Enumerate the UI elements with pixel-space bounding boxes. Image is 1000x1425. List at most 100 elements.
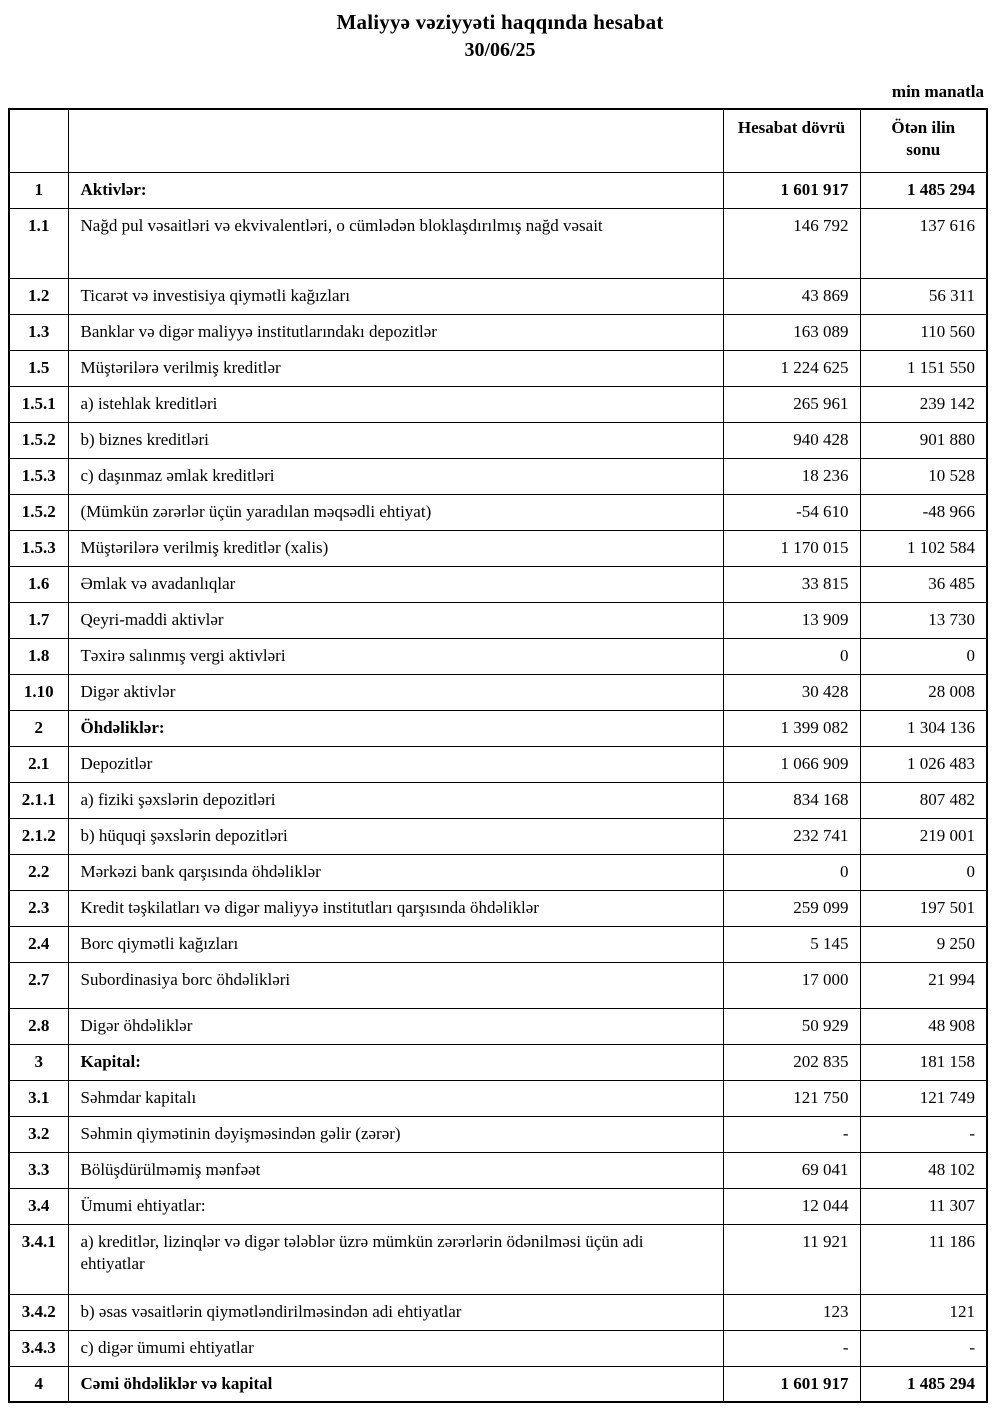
row-value-current-period: 834 168	[722, 781, 861, 819]
row-value-current-period: 18 236	[722, 457, 861, 495]
row-value-previous-year-end: 13 730	[859, 601, 988, 639]
row-value-previous-year-end: 48 102	[859, 1151, 988, 1189]
row-number: 2.1.1	[8, 781, 69, 819]
row-label: c) digər ümumi ehtiyatlar	[67, 1329, 724, 1367]
row-number: 3.4.1	[8, 1223, 69, 1295]
row-value-current-period: 1 601 917	[722, 1365, 861, 1403]
row-number: 1.10	[8, 673, 69, 711]
row-value-previous-year-end: 137 616	[859, 207, 988, 279]
row-number: 3	[8, 1043, 69, 1081]
row-value-current-period: 123	[722, 1293, 861, 1331]
row-number: 1.5.2	[8, 421, 69, 459]
row-number: 2.7	[8, 961, 69, 1009]
row-value-previous-year-end: 181 158	[859, 1043, 988, 1081]
row-number: 2.8	[8, 1007, 69, 1045]
header-cell-number	[8, 108, 69, 173]
row-value-previous-year-end: 110 560	[859, 313, 988, 351]
table-row: 1.6 Əmlak və avadanlıqlar 33 815 36 485	[8, 565, 988, 603]
row-number: 2	[8, 709, 69, 747]
row-number: 3.4.3	[8, 1329, 69, 1367]
row-value-previous-year-end: 0	[859, 853, 988, 891]
row-label: Qeyri-maddi aktivlər	[67, 601, 724, 639]
row-value-previous-year-end: 10 528	[859, 457, 988, 495]
row-value-current-period: 17 000	[722, 961, 861, 1009]
row-value-current-period: 43 869	[722, 277, 861, 315]
row-label: c) daşınmaz əmlak kreditləri	[67, 457, 724, 495]
row-value-current-period: 33 815	[722, 565, 861, 603]
row-label: Əmlak və avadanlıqlar	[67, 565, 724, 603]
row-value-current-period: 121 750	[722, 1079, 861, 1117]
row-value-current-period: 202 835	[722, 1043, 861, 1081]
row-label: b) əsas vəsaitlərin qiymətləndirilməsind…	[67, 1293, 724, 1331]
row-value-current-period: 30 428	[722, 673, 861, 711]
unit-note: min manatla	[891, 82, 984, 101]
row-value-previous-year-end: 1 151 550	[859, 349, 988, 387]
row-value-previous-year-end: 121 749	[859, 1079, 988, 1117]
page-title: Maliyyə vəziyyəti haqqında hesabat	[336, 10, 664, 34]
table-row: 3.4 Ümumi ehtiyatlar: 12 044 11 307	[8, 1187, 988, 1225]
row-value-current-period: 69 041	[722, 1151, 861, 1189]
row-value-previous-year-end: 56 311	[859, 277, 988, 315]
table-row: 1.1 Nağd pul vəsaitləri və ekvivalentləri…	[8, 207, 988, 279]
row-value-previous-year-end: -48 966	[859, 493, 988, 531]
row-label: Müştərilərə verilmiş kreditlər (xalis)	[67, 529, 724, 567]
row-value-previous-year-end: 1 485 294	[859, 1365, 988, 1403]
row-value-previous-year-end: 21 994	[859, 961, 988, 1009]
row-label: Öhdəliklər:	[67, 709, 724, 747]
table-row: 1.7 Qeyri-maddi aktivlər 13 909 13 730	[8, 601, 988, 639]
row-value-previous-year-end: 121	[859, 1293, 988, 1331]
row-value-current-period: 259 099	[722, 889, 861, 927]
row-value-previous-year-end: 219 001	[859, 817, 988, 855]
row-label: a) kreditlər, lizinqlər və digər tələblə…	[67, 1223, 724, 1295]
row-label: Depozitlər	[67, 745, 724, 783]
row-value-current-period: 1 170 015	[722, 529, 861, 567]
row-number: 3.2	[8, 1115, 69, 1153]
table-row: 1.5 Müştərilərə verilmiş kreditlər 1 224 6…	[8, 349, 988, 387]
row-label: Səhmin qiymətinin dəyişməsindən gəlir (z…	[67, 1115, 724, 1153]
row-label: Banklar və digər maliyyə institutlarında…	[67, 313, 724, 351]
table-row: 2.8 Digər öhdəliklər 50 929 48 908	[8, 1007, 988, 1045]
row-value-previous-year-end: 1 026 483	[859, 745, 988, 783]
row-label: Kapital:	[67, 1043, 724, 1081]
table-row: 2.1.1 a) fiziki şəxslərin depozitləri 834 …	[8, 781, 988, 819]
row-value-current-period: 1 224 625	[722, 349, 861, 387]
row-label: Digər öhdəliklər	[67, 1007, 724, 1045]
row-value-current-period: 1 066 909	[722, 745, 861, 783]
table-row: 1 Aktivlər: 1 601 917 1 485 294	[8, 171, 988, 209]
table-row: 1.3 Banklar və digər maliyyə institutları…	[8, 313, 988, 351]
row-label: b) biznes kreditləri	[67, 421, 724, 459]
row-value-current-period: 163 089	[722, 313, 861, 351]
row-label: Ümumi ehtiyatlar:	[67, 1187, 724, 1225]
row-number: 1.8	[8, 637, 69, 675]
row-value-previous-year-end: 0	[859, 637, 988, 675]
row-value-previous-year-end: 1 304 136	[859, 709, 988, 747]
table-row: 1.10 Digər aktivlər 30 428 28 008	[8, 673, 988, 711]
row-label: Subordinasiya borc öhdəlikləri	[67, 961, 724, 1009]
table-row: 3.4.3 c) digər ümumi ehtiyatlar - -	[8, 1329, 988, 1367]
row-value-current-period: 1 399 082	[722, 709, 861, 747]
row-number: 1.5.1	[8, 385, 69, 423]
row-value-previous-year-end: 11 307	[859, 1187, 988, 1225]
row-number: 3.3	[8, 1151, 69, 1189]
table-row: 3.2 Səhmin qiymətinin dəyişməsindən gəlir…	[8, 1115, 988, 1153]
table-row: 4 Cəmi öhdəliklər və kapital 1 601 917 1 48…	[8, 1365, 988, 1403]
row-label: a) fiziki şəxslərin depozitləri	[67, 781, 724, 819]
row-label: b) hüquqi şəxslərin depozitləri	[67, 817, 724, 855]
row-label: (Mümkün zərərlər üçün yaradılan məqsədli…	[67, 493, 724, 531]
table-header-row: Hesabat dövrü Ötən ilin sonu	[8, 108, 988, 173]
row-number: 1.5.2	[8, 493, 69, 531]
table-row: 3.4.2 b) əsas vəsaitlərin qiymətləndirilm…	[8, 1293, 988, 1331]
row-value-current-period: 940 428	[722, 421, 861, 459]
row-value-current-period: 232 741	[722, 817, 861, 855]
table-row: 1.5.3 Müştərilərə verilmiş kreditlər (xal…	[8, 529, 988, 567]
row-value-previous-year-end: 901 880	[859, 421, 988, 459]
table-row: 1.5.1 a) istehlak kreditləri 265 961 239 14…	[8, 385, 988, 423]
row-value-current-period: 0	[722, 853, 861, 891]
row-label: a) istehlak kreditləri	[67, 385, 724, 423]
row-value-previous-year-end: 197 501	[859, 889, 988, 927]
row-label: Səhmdar kapitalı	[67, 1079, 724, 1117]
table-body: 1 Aktivlər: 1 601 917 1 485 294 1.1 Nağd pul …	[8, 171, 988, 1403]
row-value-current-period: 0	[722, 637, 861, 675]
table-row: 2.1.2 b) hüquqi şəxslərin depozitləri 232 …	[8, 817, 988, 855]
table-row: 1.5.2 b) biznes kreditləri 940 428 901 880	[8, 421, 988, 459]
